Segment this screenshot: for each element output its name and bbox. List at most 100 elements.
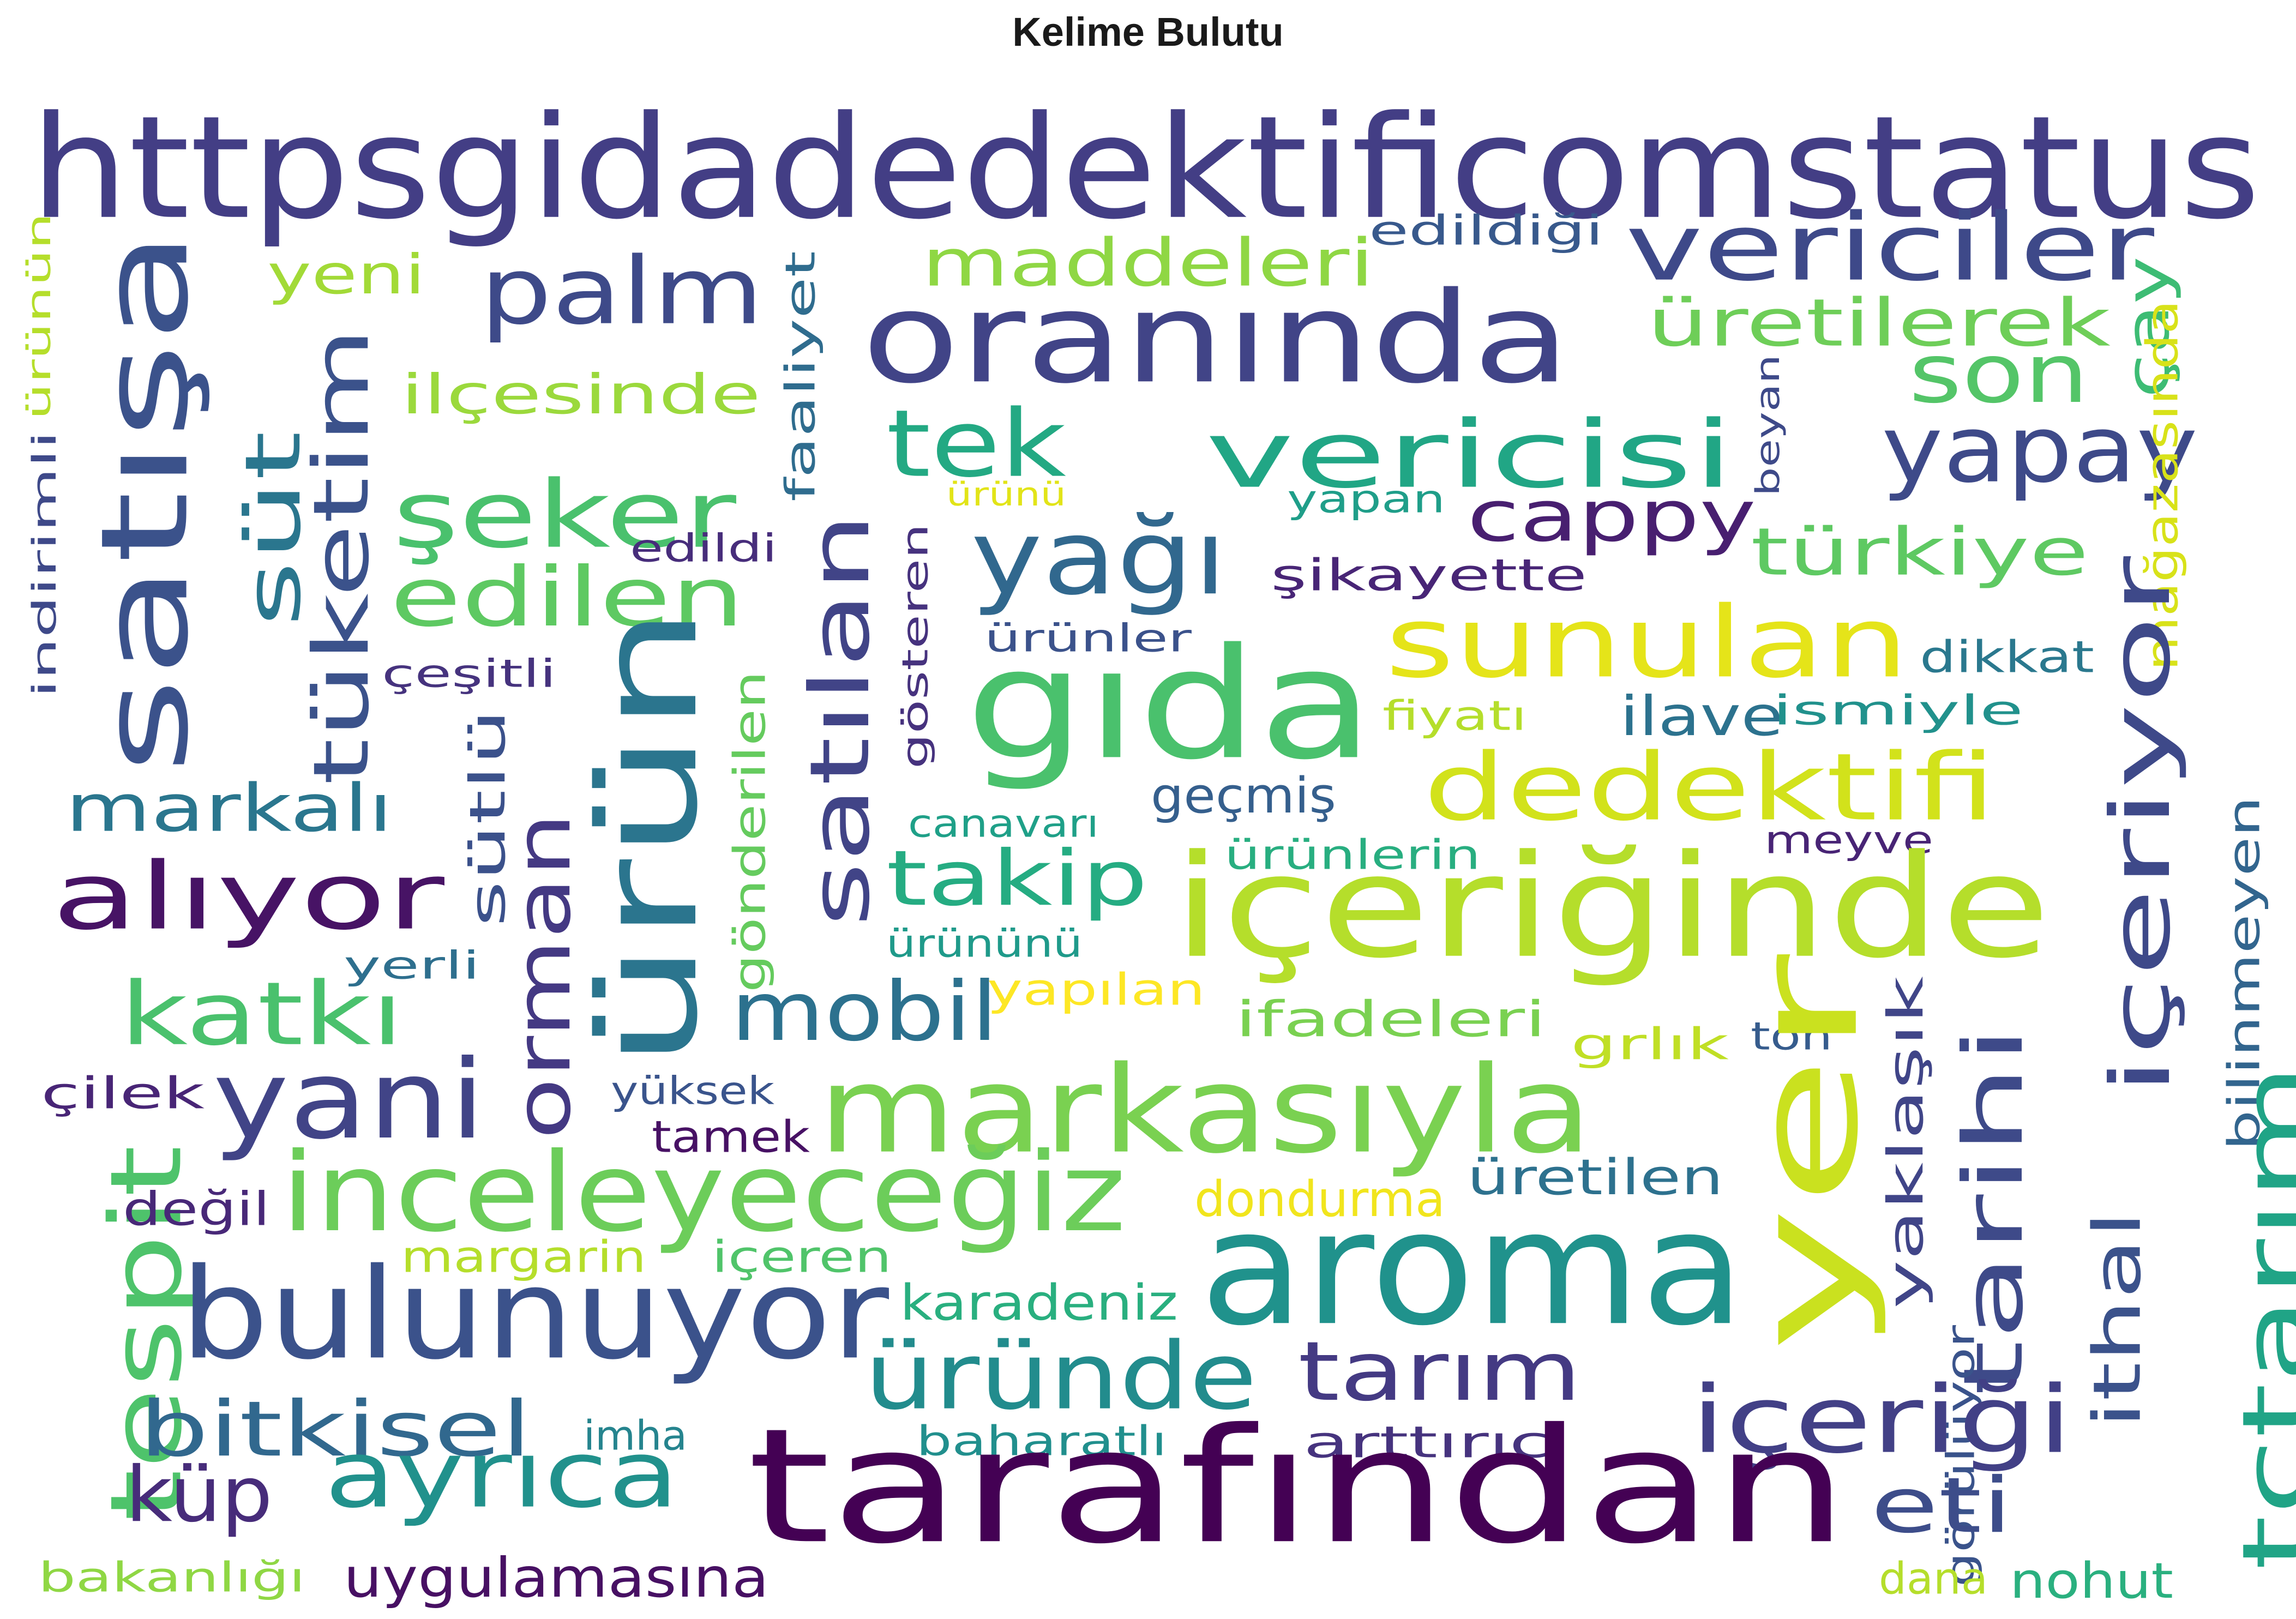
word-vericisi: vericisi	[1205, 401, 1734, 509]
word-son: son	[1909, 327, 2089, 422]
word-satisa: satışa	[75, 229, 215, 774]
word-uygulamasina: uygulamasına	[344, 1546, 769, 1610]
word-nohut: nohut	[2010, 1552, 2173, 1610]
word-tek: tek	[886, 390, 1066, 498]
word-cloud-title: Kelime Bulutu	[1012, 9, 1284, 55]
word-oraninda: oranında	[862, 266, 1571, 411]
word-ilave: ilave	[1620, 684, 1783, 748]
word-orman: orman	[499, 812, 588, 1140]
word-arttirici: arttırıcı	[1303, 1417, 1571, 1467]
word-ifadeleri: ifadeleri	[1235, 991, 1546, 1048]
word-faaliyet: faaliyet	[777, 251, 825, 502]
word-ton: ton	[1751, 1014, 1832, 1059]
word-uretilerek: üretilerek	[1647, 286, 2111, 362]
word-iceriyor: içeriyor	[2094, 556, 2189, 1096]
word-degil: değil	[123, 1182, 270, 1236]
word-cay: çay	[2113, 256, 2183, 398]
word-goruluyor: görülüyor	[1939, 1325, 1984, 1587]
word-urununu: ürününü	[886, 922, 1083, 966]
word-dikkat: dikkat	[1920, 631, 2094, 682]
word-margarin: margarin	[401, 1231, 646, 1282]
word-vericiler: vericiler	[1625, 194, 2154, 302]
word-imha: imha	[584, 1412, 687, 1460]
word-dondurma: dondurma	[1194, 1171, 1445, 1228]
word-indirimli: indirimli	[26, 431, 64, 698]
word-yapay: yapay	[1882, 396, 2198, 504]
word-yani: yani	[213, 1037, 485, 1164]
word-karadeniz: karadeniz	[900, 1274, 1178, 1332]
word-tuketim: tüketim	[297, 327, 386, 785]
word-fiyati: fiyatı	[1383, 692, 1527, 740]
word-yerli: yerli	[344, 943, 480, 988]
word-markali: markalı	[65, 771, 393, 847]
word-turkiye: türkiye	[1751, 515, 2089, 591]
word-ayrica: ayrıca	[324, 1421, 679, 1529]
word-tarihi: tarihi	[1946, 1025, 2041, 1396]
word-canavari: canavarı	[908, 802, 1099, 846]
word-yuksek: yüksek	[611, 1069, 775, 1114]
word-gosteren: gösteren	[895, 523, 936, 769]
word-beyan: beyan	[1749, 354, 1787, 496]
word-gida: gıda	[965, 616, 1374, 793]
word-tarafindan: tarafından	[747, 1395, 1849, 1579]
word-iceriginde: içeriğinde	[1173, 825, 2051, 990]
word-seker: şeker	[393, 461, 736, 569]
word-cesitli: çeşitli	[382, 652, 556, 696]
word-urun: ürün	[569, 605, 728, 1069]
word-yer: yer	[1725, 952, 1890, 1352]
word-bitkisel: bitkisel	[139, 1385, 532, 1474]
word-eti: eti	[1871, 1461, 2012, 1550]
word-bakanligi: bakanlığı	[38, 1554, 305, 1602]
word-sikayette: şikayette	[1271, 550, 1587, 600]
word-sunulan: sunulan	[1385, 586, 1909, 700]
word-yapilan: yapılan	[987, 964, 1205, 1015]
word-yagi: yağı	[971, 497, 1227, 618]
word-palm: palm	[480, 238, 764, 346]
word-sutlu: sütlü	[459, 709, 516, 927]
word-magazasinda: mağazasında	[2137, 300, 2187, 671]
word-urunlerin: ürünlerin	[1224, 831, 1481, 879]
word-tamek: tamek	[652, 1111, 810, 1162]
word-ithal: ithal	[2080, 1211, 2156, 1429]
word-kup: küp	[125, 1451, 273, 1539]
word-uretilen: üretilen	[1467, 1149, 1723, 1206]
word-katki: katkı	[120, 963, 404, 1065]
word-inceleyecegiz: inceleyeceğiz	[281, 1129, 1126, 1256]
word-gecmis: geçmiş	[1151, 767, 1336, 824]
word-takip: takip	[886, 834, 1148, 923]
word-icerigi: içeriği	[1691, 1367, 2072, 1474]
word-sut: süt	[229, 431, 318, 627]
word-dana: dana	[1879, 1553, 1988, 1604]
word-mobil: mobil	[731, 965, 998, 1060]
word-grlik: grlık	[1571, 1019, 1729, 1069]
word-meyve: meyve	[1764, 818, 1933, 863]
word-yeni: yeni	[267, 243, 425, 306]
word-satilan: satılan	[793, 513, 888, 927]
word-ilcesinde: ilçesinde	[401, 363, 761, 426]
word-tespit: tespit	[89, 1145, 203, 1521]
word-dedektifi: dedektifi	[1423, 734, 1996, 842]
word-maddeleri: maddeleri	[922, 226, 1374, 302]
word-edildigi: edildiği	[1369, 207, 1603, 255]
word-tarim: tarım	[1298, 1325, 1582, 1419]
word-urunde: üründe	[864, 1323, 1257, 1431]
word-bilinmeyen: bilinmeyen	[2219, 796, 2269, 1151]
word-gonderilen: gönderilen	[724, 671, 775, 992]
word-bulunuyor: bulunuyor	[180, 1242, 889, 1387]
word-yaklasik: yaklaşık	[1877, 976, 1934, 1309]
word-edilen: edilen	[390, 550, 744, 645]
word-baharatli: baharatlı	[916, 1417, 1167, 1465]
word-ismiyle: ismiyle	[1772, 687, 2023, 735]
word-cappy: cappy	[1467, 474, 1756, 557]
word-urunun: ürünün	[20, 213, 58, 420]
word-markasiyla: markasıyla	[818, 1040, 1592, 1180]
word-yapan: yapan	[1287, 477, 1445, 522]
word-aroma: aroma	[1200, 1177, 1745, 1361]
word-urunler: ürünler	[984, 616, 1192, 661]
word-urunu: ürünü	[946, 476, 1066, 514]
word-cilek: çilek	[41, 1068, 205, 1118]
word-iceren: içeren	[712, 1231, 892, 1282]
word-aliyor: alıyor	[52, 843, 444, 951]
word-edildi: edildi	[630, 526, 777, 571]
